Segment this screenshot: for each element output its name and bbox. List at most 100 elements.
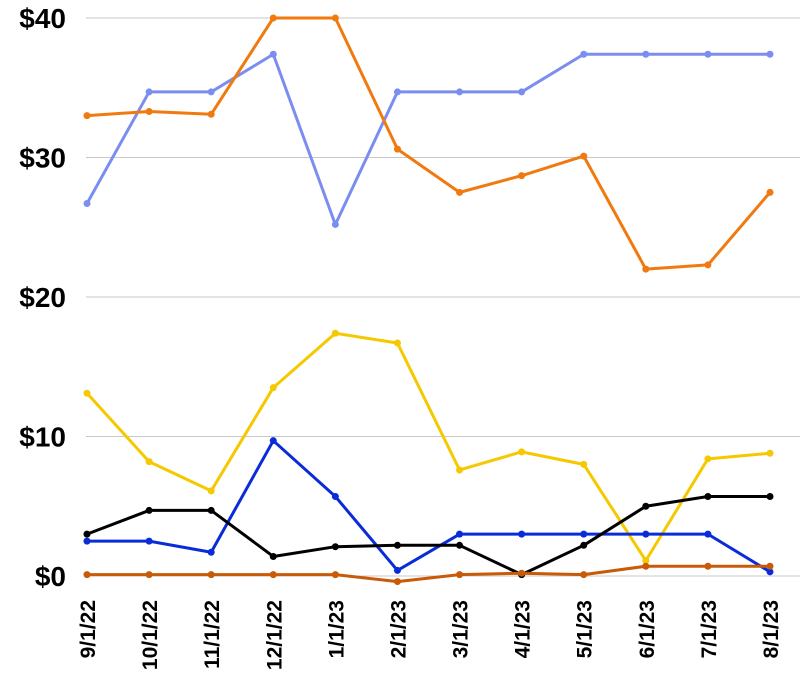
data-point <box>207 571 215 579</box>
x-tick-label: 2/1/23 <box>387 600 410 658</box>
y-tick-label: $0 <box>35 561 66 592</box>
data-point <box>518 530 526 538</box>
data-point <box>207 487 215 495</box>
data-point <box>331 543 339 551</box>
data-point <box>456 88 464 96</box>
data-point <box>642 502 650 510</box>
data-point <box>207 110 215 118</box>
data-point <box>331 329 339 337</box>
data-point <box>83 112 91 120</box>
data-point <box>456 571 464 579</box>
data-point <box>145 506 153 514</box>
data-point <box>393 88 401 96</box>
data-point <box>642 530 650 538</box>
data-point <box>766 562 774 570</box>
data-point <box>207 548 215 556</box>
series-6 <box>83 562 774 586</box>
series-line <box>85 494 772 577</box>
data-point <box>642 50 650 58</box>
series-2 <box>83 14 774 273</box>
data-point <box>331 14 339 22</box>
data-point <box>269 14 277 22</box>
y-tick-label: $30 <box>19 143 66 174</box>
y-tick-label: $40 <box>19 3 66 34</box>
data-point <box>704 530 712 538</box>
data-point <box>518 172 526 180</box>
data-point <box>580 541 588 549</box>
data-point <box>83 537 91 545</box>
x-tick-label: 4/1/23 <box>512 600 535 658</box>
series-line <box>85 16 772 271</box>
data-point <box>704 50 712 58</box>
data-point <box>580 460 588 468</box>
data-point <box>331 220 339 228</box>
data-point <box>704 492 712 500</box>
data-point <box>145 88 153 96</box>
data-point <box>766 492 774 500</box>
data-point <box>393 541 401 549</box>
data-point <box>704 562 712 570</box>
data-point <box>518 448 526 456</box>
data-point <box>207 506 215 514</box>
data-point <box>393 578 401 586</box>
data-point <box>580 571 588 579</box>
series-1 <box>83 50 774 228</box>
series-4 <box>83 437 774 576</box>
data-point <box>331 571 339 579</box>
series-5 <box>83 492 774 579</box>
x-tick-label: 12/1/22 <box>263 600 286 670</box>
data-point <box>766 568 774 576</box>
data-point <box>766 449 774 457</box>
data-point <box>456 188 464 196</box>
x-tick-label: 10/1/22 <box>139 600 162 670</box>
series-lines <box>83 14 774 586</box>
x-tick-label: 1/1/23 <box>325 600 348 658</box>
data-point <box>393 566 401 574</box>
y-tick-label: $20 <box>19 282 66 313</box>
data-point <box>269 437 277 445</box>
x-axis-tick-labels: 9/1/22 10/1/22 11/1/22 12/1/22 1/1/23 2/1/23 3… <box>77 600 783 670</box>
data-point <box>518 88 526 96</box>
data-point <box>642 562 650 570</box>
data-point <box>642 557 650 565</box>
data-point <box>83 530 91 538</box>
data-point <box>766 50 774 58</box>
data-point <box>704 261 712 269</box>
data-point <box>269 50 277 58</box>
data-point <box>331 492 339 500</box>
data-point <box>83 389 91 397</box>
x-tick-label: 11/1/22 <box>201 600 224 669</box>
data-point <box>456 541 464 549</box>
data-point <box>145 107 153 115</box>
data-point <box>580 152 588 160</box>
data-point <box>269 552 277 560</box>
data-point <box>83 200 91 208</box>
x-tick-label: 7/1/23 <box>698 600 721 658</box>
y-tick-label: $10 <box>19 422 66 453</box>
series-line <box>85 331 772 563</box>
data-point <box>456 530 464 538</box>
data-point <box>145 571 153 579</box>
x-tick-label: 9/1/22 <box>77 600 100 658</box>
series-line <box>85 439 772 574</box>
data-point <box>580 530 588 538</box>
data-point <box>269 571 277 579</box>
data-point <box>642 265 650 273</box>
x-tick-label: 5/1/23 <box>574 600 597 658</box>
data-point <box>269 384 277 392</box>
x-tick-label: 3/1/23 <box>450 600 473 658</box>
data-point <box>580 50 588 58</box>
data-point <box>145 458 153 466</box>
data-point <box>83 571 91 579</box>
x-tick-label: 8/1/23 <box>760 600 783 658</box>
data-point <box>766 188 774 196</box>
gridlines <box>86 17 800 577</box>
data-point <box>393 339 401 347</box>
data-point <box>145 537 153 545</box>
x-tick-label: 6/1/23 <box>636 600 659 658</box>
data-point <box>393 145 401 153</box>
series-3 <box>83 329 774 565</box>
series-line <box>85 52 772 226</box>
data-point <box>518 569 526 577</box>
